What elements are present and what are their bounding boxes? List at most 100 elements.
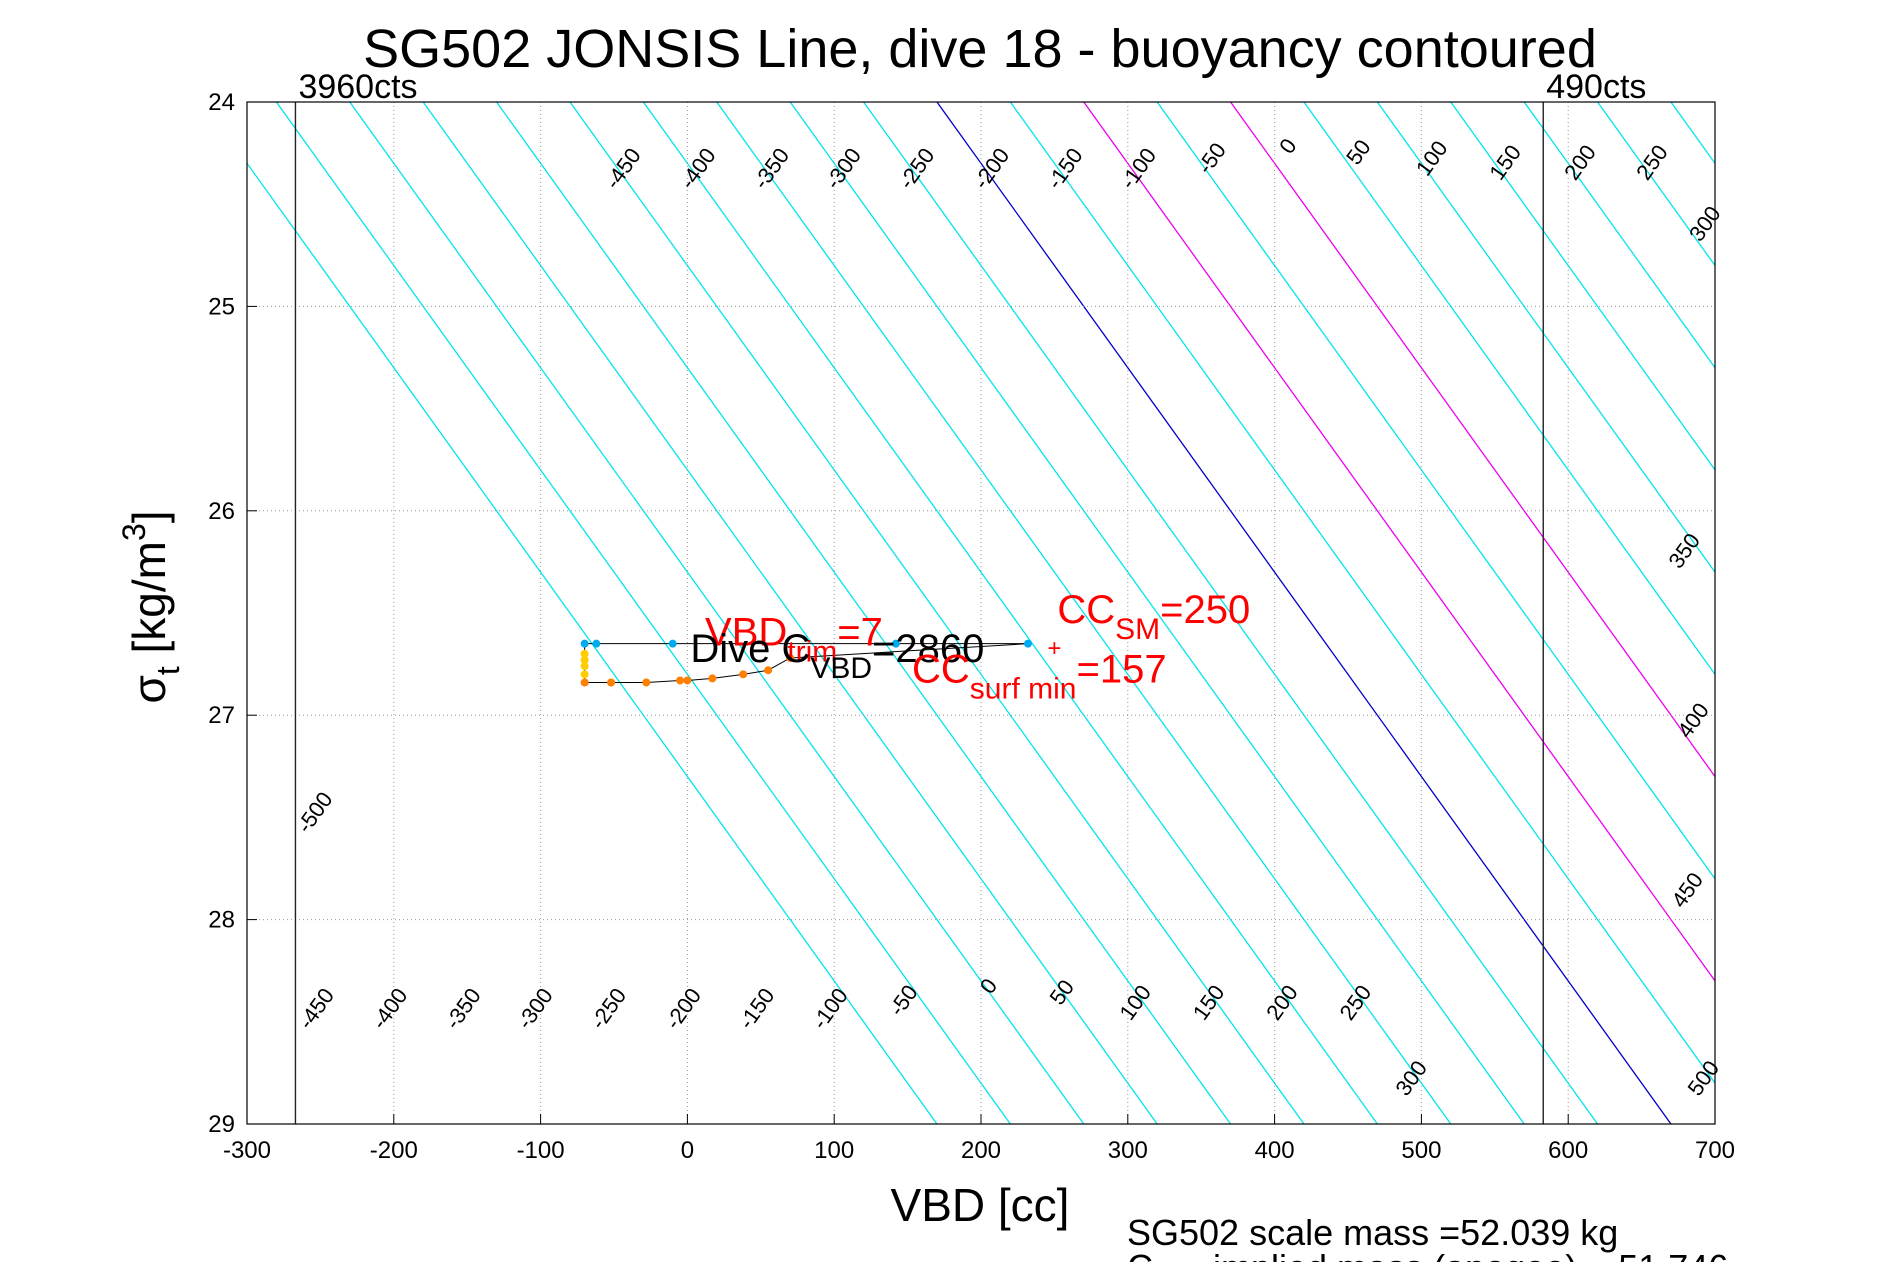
contour-line xyxy=(1670,102,1715,165)
svg-text:σt [kg/m3]: σt [kg/m3] xyxy=(116,510,186,703)
contour-lines xyxy=(247,102,1715,1124)
x-tick-label: -200 xyxy=(370,1137,418,1164)
cyan-point xyxy=(580,639,589,648)
contour-line xyxy=(422,102,1158,1124)
cyan-point xyxy=(1023,639,1032,648)
x-tick-label: 300 xyxy=(1108,1137,1148,1164)
orange-point xyxy=(580,678,589,687)
yellow-point xyxy=(580,649,589,658)
contour-label: -50 xyxy=(884,980,923,1020)
contour-line xyxy=(716,102,1452,1124)
orange-point xyxy=(764,666,773,675)
orange-point xyxy=(642,678,651,687)
x-tick-label: 400 xyxy=(1255,1137,1295,1164)
contour-label: 100 xyxy=(1114,980,1156,1024)
contour-line xyxy=(1597,102,1715,267)
cyan-point xyxy=(668,639,677,648)
contour-line xyxy=(1303,102,1715,676)
contour-label: -450 xyxy=(293,983,339,1033)
contour-label: 200 xyxy=(1261,980,1303,1024)
x-tick-label: 500 xyxy=(1401,1137,1441,1164)
contour-line xyxy=(1083,102,1715,983)
contour-line xyxy=(789,102,1525,1124)
contour-label: -400 xyxy=(675,143,721,193)
contour-line xyxy=(1523,102,1715,369)
x-axis-label: VBD [cc] xyxy=(891,1179,1070,1231)
contour-label: -350 xyxy=(440,983,486,1033)
contour-line xyxy=(1156,102,1715,880)
contour-label: 0 xyxy=(1274,134,1301,159)
contour-label: 50 xyxy=(1045,975,1080,1009)
contour-label: 300 xyxy=(1684,201,1726,245)
cyan-point xyxy=(891,639,900,648)
contour-label: 300 xyxy=(1390,1056,1432,1100)
contour-line xyxy=(1230,102,1715,778)
contour-label: -300 xyxy=(820,143,866,193)
contour-line xyxy=(496,102,1232,1124)
yellow-point xyxy=(580,656,589,665)
contour-line xyxy=(863,102,1599,1124)
contour-label: 250 xyxy=(1335,980,1377,1024)
orange-point xyxy=(739,670,748,679)
contour-label: 150 xyxy=(1188,980,1230,1024)
contour-line xyxy=(569,102,1305,1124)
annotation-cc-surf-min: CCsurf min=157 xyxy=(912,647,1167,705)
contour-line xyxy=(1009,102,1715,1085)
contour-line xyxy=(936,102,1672,1124)
annotation-dive-c: Dive CVBD=2860 xyxy=(690,627,984,685)
contour-label: 50 xyxy=(1341,135,1376,169)
contour-label: 450 xyxy=(1666,868,1708,912)
x-tick-label: 100 xyxy=(814,1137,854,1164)
annotation-vbd-trim: VBDtrim=7 xyxy=(705,611,883,669)
vbd-limit-lines: 3960cts 490cts xyxy=(294,68,1646,1124)
contour-label: 100 xyxy=(1411,136,1453,180)
contour-label: -250 xyxy=(894,143,940,193)
y-tick-label: 24 xyxy=(208,89,235,116)
contour-line xyxy=(349,102,1085,1124)
x-tick-label: 200 xyxy=(961,1137,1001,1164)
contour-label: 350 xyxy=(1663,528,1705,572)
yellow-point xyxy=(580,662,589,671)
contour-labels: -450 -400 -350 -300 -250 -200 -150 -100 -50 0 50 10… xyxy=(292,134,1726,1101)
x-tick-label: -300 xyxy=(223,1137,271,1164)
x-tick-label: 700 xyxy=(1695,1137,1735,1164)
axes: -300 -200 -100 0 100 200 300 400 500 600 700242526… xyxy=(208,89,1735,1164)
dive-trace: + xyxy=(580,635,1061,687)
cc-marker: + xyxy=(1047,635,1061,662)
contour-label: -100 xyxy=(807,983,853,1033)
contour-label: -350 xyxy=(748,143,794,193)
contour-label: -150 xyxy=(733,983,779,1033)
yellow-point xyxy=(580,670,589,679)
contour-line xyxy=(642,102,1378,1124)
orange-point xyxy=(708,674,717,683)
y-tick-label: 27 xyxy=(208,702,235,729)
annotation-cc-sm: CCSM=250 xyxy=(1057,588,1250,646)
contour-label: 400 xyxy=(1672,698,1714,742)
contour-label: -150 xyxy=(1042,143,1088,193)
y-tick-label: 26 xyxy=(208,498,235,525)
contour-label: 250 xyxy=(1631,140,1673,184)
implied-mass-text: C implied mass (apogee) = 51.746 xyxy=(1127,1247,1728,1262)
contour-line xyxy=(1450,102,1715,472)
limit-label: 490cts xyxy=(1546,68,1646,106)
contour-label: -300 xyxy=(512,983,558,1033)
orange-point xyxy=(683,676,692,685)
contour-line xyxy=(275,102,1011,1124)
y-tick-label: 29 xyxy=(208,1111,235,1138)
chart-title: SG502 JONSIS Line, dive 18 - buoyancy co… xyxy=(363,19,1597,79)
grid-lines xyxy=(246,101,1716,1125)
contour-label: 200 xyxy=(1559,140,1601,184)
orange-point xyxy=(786,653,795,662)
y-axis-label: σt [kg/m3] xyxy=(116,510,186,703)
contour-label: -450 xyxy=(600,143,646,193)
limit-label: 3960cts xyxy=(298,68,417,106)
contour-label: -500 xyxy=(292,787,338,837)
contour-label: 0 xyxy=(975,974,1002,999)
contour-label: -200 xyxy=(968,143,1014,193)
contour-line xyxy=(247,162,938,1124)
contour-label: -400 xyxy=(366,983,412,1033)
contour-label: 500 xyxy=(1682,1056,1724,1100)
contour-label: -50 xyxy=(1192,138,1231,178)
